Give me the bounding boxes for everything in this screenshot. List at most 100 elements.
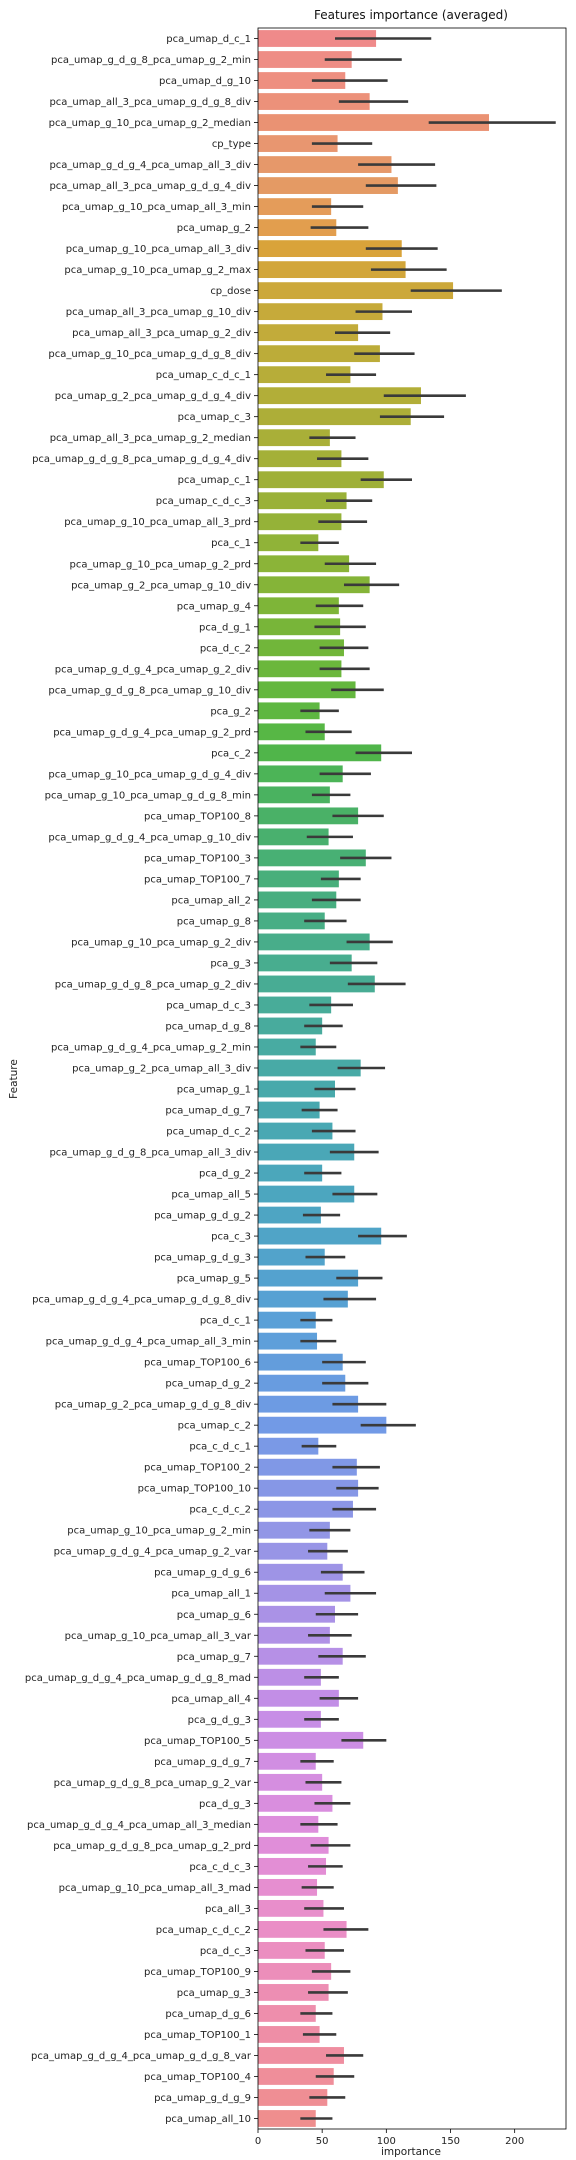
y-tick-label: pca_umap_TOP100_9 [144, 1967, 251, 1978]
x-tick-label: 0 [255, 2136, 261, 2147]
y-tick-label: pca_umap_all_1 [171, 1589, 251, 1600]
y-tick-label: pca_c_d_c_3 [189, 1862, 251, 1873]
bar [258, 30, 377, 47]
y-axis-label: Feature [8, 1059, 20, 1099]
y-tick-label: pca_umap_all_5 [171, 1190, 251, 1201]
y-tick-label: pca_umap_all_3_pca_umap_g_2_median [50, 433, 251, 444]
bar [258, 1605, 335, 1623]
y-tick-label: pca_umap_TOP100_10 [138, 1484, 251, 1495]
y-tick-label: pca_d_c_1 [200, 1316, 251, 1327]
y-tick-label: pca_umap_c_2 [178, 1421, 251, 1432]
bar [258, 1101, 320, 1119]
bar [258, 513, 342, 531]
x-tick-label: 100 [377, 2136, 396, 2147]
y-tick-label: pca_umap_c_3 [178, 412, 251, 423]
bar [258, 177, 398, 194]
bar [258, 1899, 324, 1917]
y-tick-label: pca_umap_g_2 [177, 223, 251, 234]
y-tick-label: pca_umap_g_10_pca_umap_g_2_div [71, 937, 251, 948]
y-tick-label: pca_umap_g_d_g_4_pca_umap_g_d_g_8_mad [25, 1673, 251, 1684]
y-tick-label: pca_umap_g_10_pca_umap_all_3_var [65, 1631, 252, 1642]
y-tick-label: pca_umap_c_d_c_1 [156, 370, 251, 381]
y-tick-label: pca_umap_all_4 [171, 1694, 251, 1705]
y-tick-label: pca_umap_g_d_g_4_pca_umap_g_d_g_8_var [31, 2051, 252, 2062]
y-tick-label: pca_umap_g_8 [177, 916, 251, 927]
bar [258, 1269, 359, 1287]
bar [258, 1374, 346, 1392]
bar [258, 387, 421, 405]
bar [258, 450, 342, 468]
y-tick-label: pca_umap_g_10_pca_umap_g_2_max [64, 265, 251, 276]
bar [258, 51, 352, 68]
bar [258, 1563, 343, 1581]
y-tick-label: pca_umap_g_d_g_4_pca_umap_g_2_min [51, 1042, 251, 1053]
bar [258, 366, 351, 384]
y-tick-label: pca_c_d_c_2 [189, 1505, 251, 1516]
y-tick-label: pca_umap_g_d_g_9 [154, 2093, 251, 2104]
bar [258, 471, 384, 489]
bar [258, 1332, 318, 1350]
y-tick-label: pca_umap_g_d_g_8_pca_umap_all_3_div [49, 1148, 251, 1159]
bar [258, 1731, 364, 1749]
x-axis-label: importance [381, 2146, 441, 2158]
y-tick-label: pca_umap_TOP100_1 [144, 2030, 251, 2041]
x-tick-label: 50 [316, 2136, 329, 2147]
bar [258, 702, 320, 720]
y-tick-label: pca_umap_g_d_g_3 [154, 1253, 251, 1264]
y-tick-label: pca_umap_g_d_g_2 [154, 1211, 251, 1222]
bar [258, 1059, 361, 1077]
bar [258, 1773, 323, 1791]
bar [258, 555, 350, 573]
y-tick-label: pca_umap_g_d_g_8_pca_umap_g_10_div [48, 685, 251, 696]
y-tick-label: pca_umap_g_6 [177, 1610, 251, 1621]
x-tick-label: 200 [505, 2136, 524, 2147]
y-tick-label: pca_umap_g_d_g_4_pca_umap_g_2_var [54, 1547, 252, 1558]
bar [258, 303, 383, 321]
y-tick-label: pca_umap_d_g_8 [165, 1021, 251, 1032]
bar [258, 996, 332, 1014]
y-tick-label: pca_umap_d_g_6 [165, 2009, 251, 2020]
bar [258, 1479, 359, 1497]
bar [258, 429, 330, 447]
y-tick-label: pca_umap_g_10_pca_umap_g_2_min [67, 1526, 251, 1537]
y-tick-label: pca_umap_d_g_2 [165, 1379, 251, 1390]
bar [258, 1227, 382, 1245]
bar [258, 324, 359, 342]
bar [258, 1921, 347, 1938]
y-tick-label: pca_umap_g_d_g_8_pca_umap_g_2_prd [53, 1841, 251, 1852]
y-tick-label: pca_umap_d_g_7 [165, 1106, 251, 1117]
y-tick-label: pca_umap_g_d_g_8_pca_umap_g_2_min [51, 55, 251, 66]
bar [258, 954, 352, 972]
bar [258, 807, 359, 825]
bar [258, 1500, 353, 1518]
y-tick-label: pca_umap_d_g_10 [159, 76, 251, 87]
bar [258, 744, 382, 762]
y-tick-label: pca_umap_g_10_pca_umap_g_2_prd [70, 559, 251, 570]
y-tick-label: pca_umap_TOP100_2 [144, 1463, 251, 1474]
bar [258, 576, 370, 594]
bar [258, 1458, 357, 1476]
bar [258, 597, 339, 615]
bar [258, 219, 337, 236]
y-tick-label: pca_umap_g_d_g_4_pca_umap_g_d_g_8_div [32, 1295, 251, 1306]
y-tick-label: pca_all_3 [205, 1904, 251, 1915]
bar [258, 1521, 330, 1539]
y-tick-label: pca_umap_d_c_3 [166, 1000, 251, 1011]
chart-title: Features importance (averaged) [314, 8, 508, 22]
y-tick-label: pca_umap_g_2_pca_umap_all_3_div [72, 1063, 251, 1074]
y-tick-label: pca_umap_g_d_g_4_pca_umap_all_3_div [49, 160, 251, 171]
bar [258, 786, 330, 804]
x-tick-label: 150 [441, 2136, 460, 2147]
bar [258, 681, 356, 699]
y-tick-label: pca_umap_TOP100_6 [144, 1358, 251, 1369]
y-tick-label: pca_umap_g_3 [177, 1988, 251, 1999]
y-tick-label: pca_umap_g_10_pca_umap_g_d_g_8_min [45, 790, 251, 801]
bar [258, 639, 344, 657]
bar [258, 849, 366, 867]
y-tick-label: pca_d_g_2 [199, 1169, 251, 1180]
bar [258, 1942, 325, 1959]
bar [258, 1668, 321, 1686]
y-tick-label: pca_g_3 [210, 958, 251, 969]
y-tick-label: pca_umap_g_10_pca_umap_all_3_div [66, 244, 251, 255]
